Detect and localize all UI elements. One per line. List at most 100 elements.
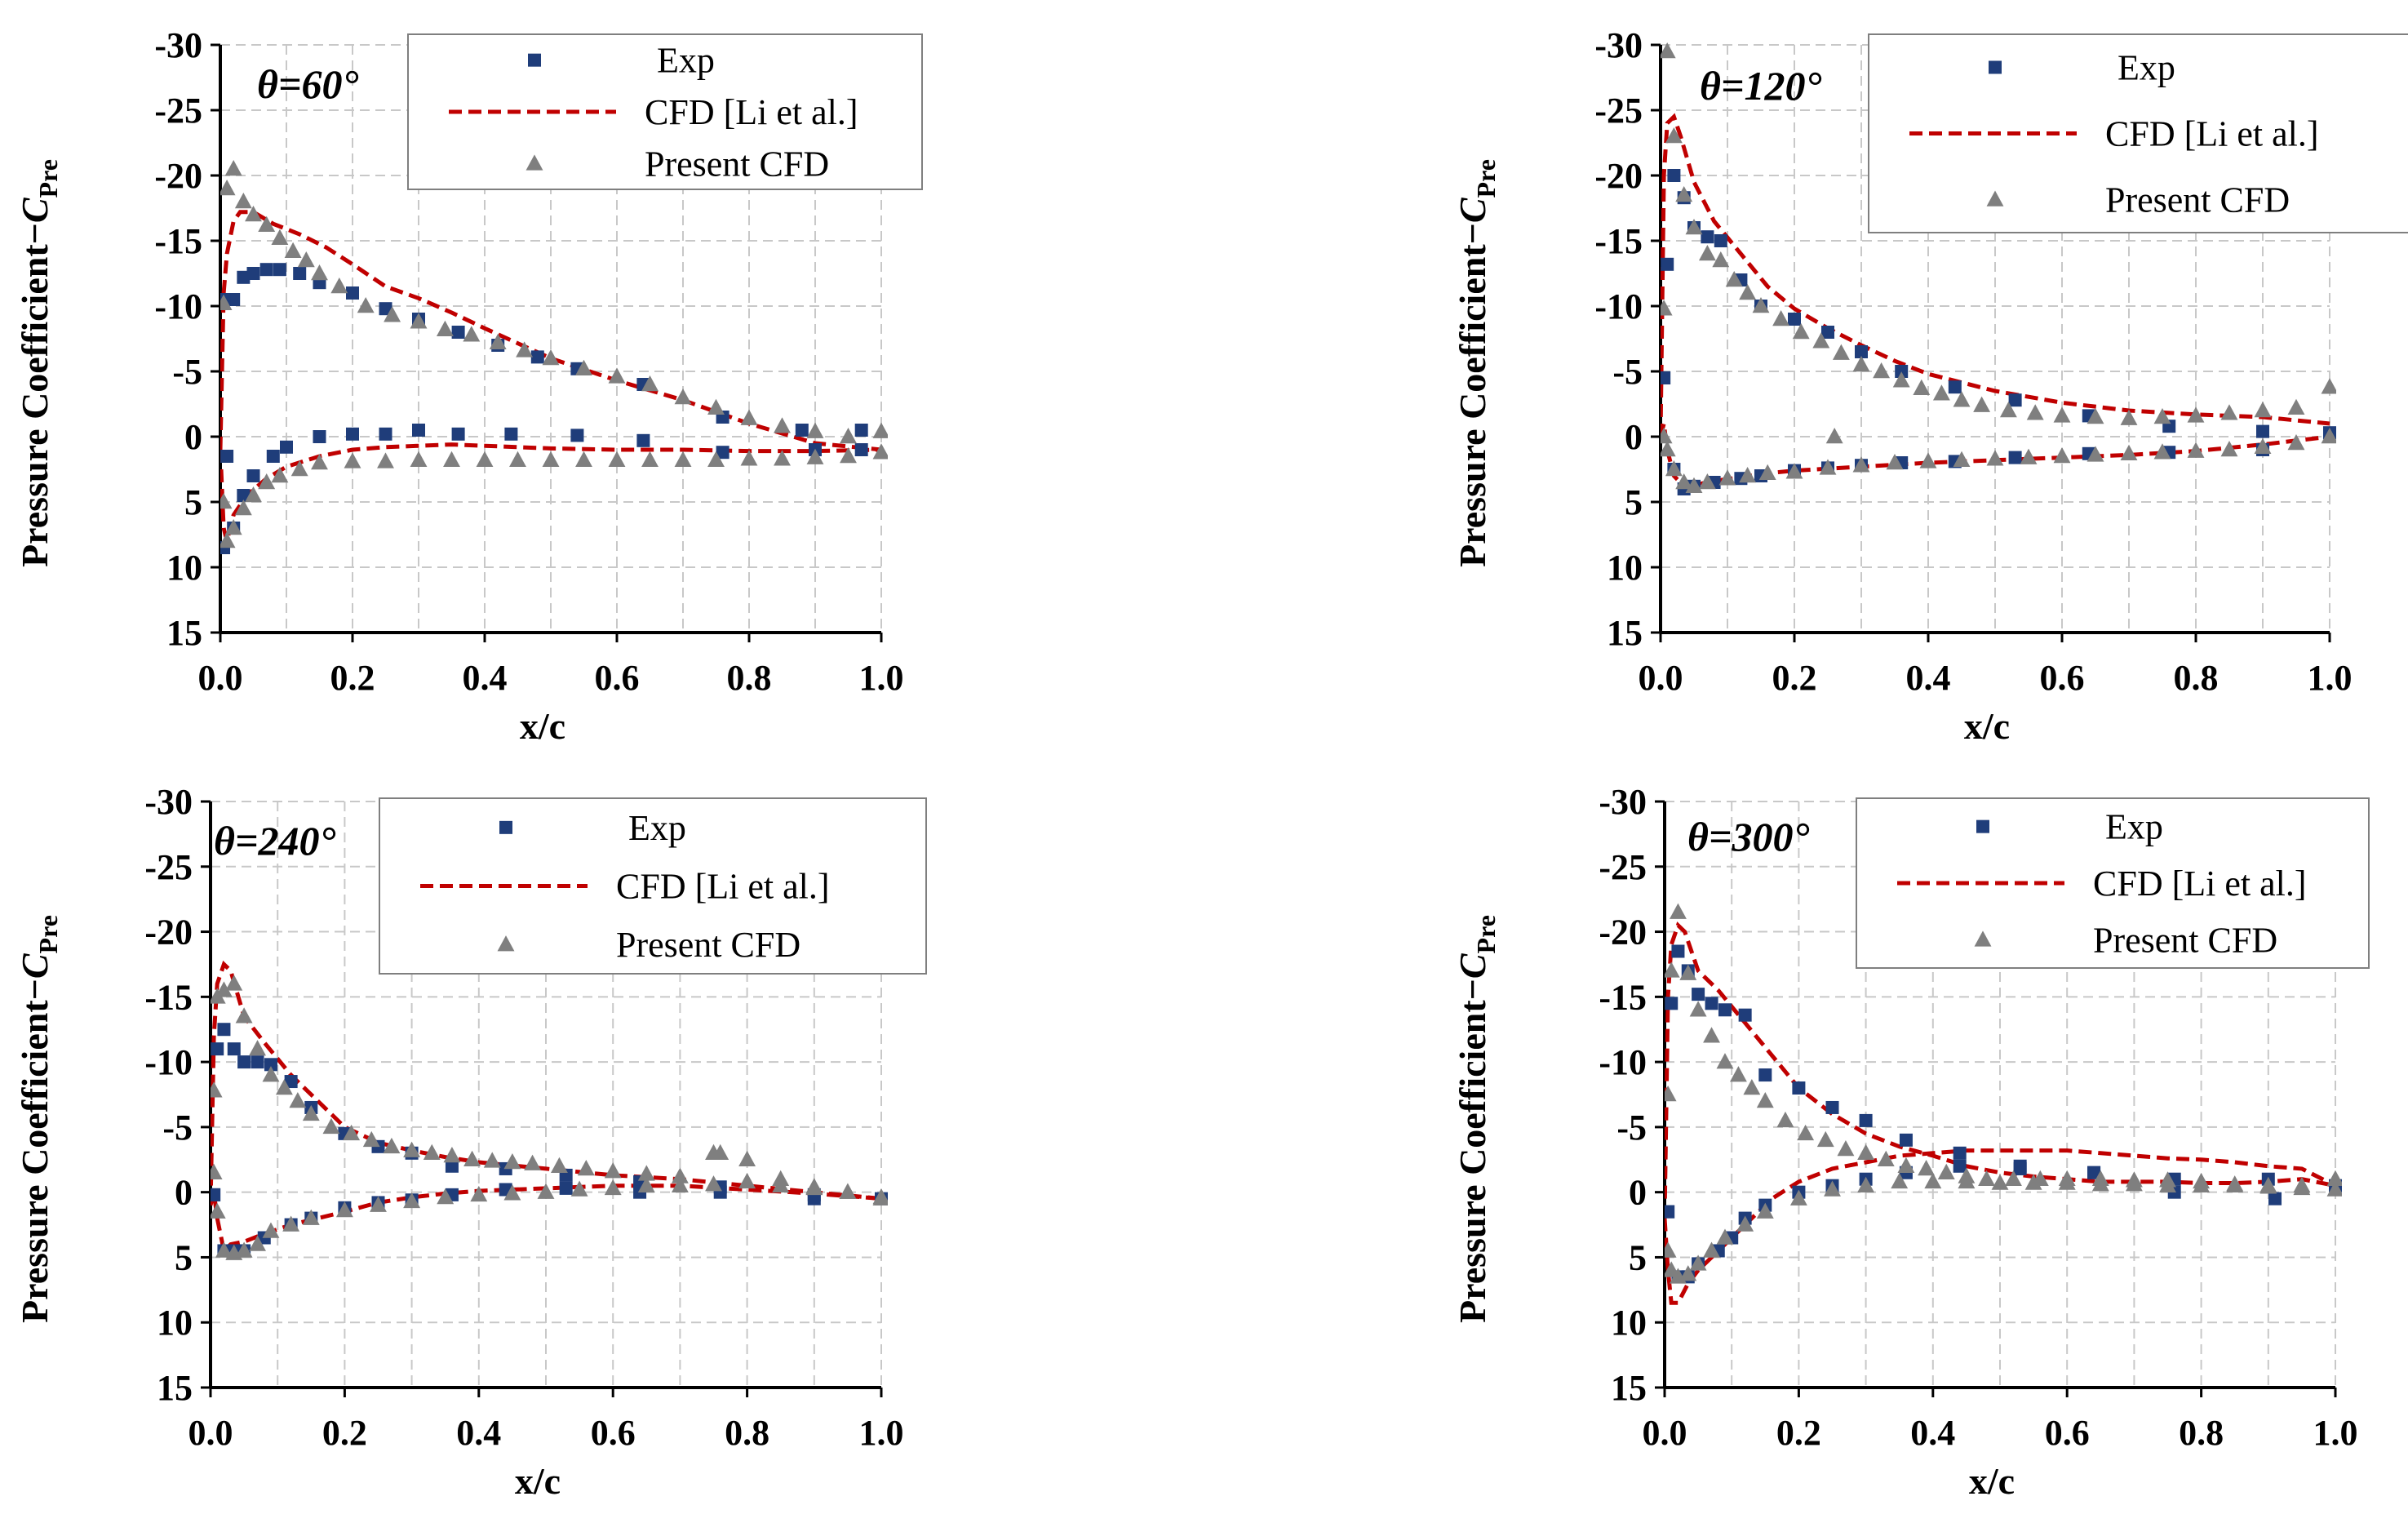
present-cfd-point [1703, 1027, 1720, 1043]
x-axis-label: x/c [1969, 1460, 2015, 1502]
present-cfd-point [384, 306, 401, 322]
present-cfd-point [1739, 467, 1757, 483]
y-tick-label: 5 [1625, 482, 1643, 522]
exp-point [1718, 1003, 1732, 1017]
present-cfd-point [1897, 1157, 1915, 1174]
y-tick-label: -15 [144, 977, 193, 1017]
present-cfd-point [1785, 463, 1803, 479]
legend-label: Exp [2105, 807, 2163, 847]
legend-label: CFD [Li et al.] [2105, 114, 2319, 154]
present-cfd-point [1953, 391, 1971, 407]
present-cfd-point [2287, 398, 2305, 415]
exp-point [1665, 997, 1679, 1010]
y-axis-label-subscript: Pre [33, 159, 63, 198]
present-cfd-point [2026, 404, 2044, 420]
present-cfd-point [1665, 127, 1683, 144]
present-cfd-point [738, 1172, 756, 1189]
x-tick-label: 0.2 [322, 1413, 367, 1453]
panel-theta-300: -30 -25 -20 -15 -10 -5 0 5 10 15 0.0 0.2 0.4 0.6 0.8 1.… [1452, 782, 2370, 1502]
present-cfd-point [608, 451, 626, 468]
present-cfd-point [805, 1179, 823, 1196]
present-cfd-point [806, 448, 824, 464]
present-cfd-point [740, 409, 758, 425]
present-cfd-point [2321, 378, 2336, 394]
y-tick-label: -5 [162, 1108, 193, 1148]
present-cfd-point [840, 428, 857, 444]
exp-point [266, 450, 280, 463]
present-cfd-point [1712, 251, 1730, 268]
present-cfd-point [463, 326, 481, 342]
exp-point [1855, 345, 1868, 358]
x-tick-label: 0.0 [1639, 658, 1683, 698]
present-cfd-point [483, 1152, 501, 1168]
y-axis-label-text: Pressure Coefficient− [1452, 979, 1493, 1323]
y-tick-label: -20 [154, 156, 202, 196]
present-cfd-point [1978, 1170, 1996, 1186]
exp-point [211, 1188, 221, 1201]
exp-point [246, 469, 260, 482]
y-axis-label-symbol: C [1452, 197, 1493, 223]
present-cfd-point [215, 1241, 233, 1258]
present-cfd-point [1679, 964, 1697, 980]
exp-point [530, 350, 544, 364]
y-tick-label: -10 [1599, 1042, 1647, 1082]
panel-theta-120: -30 -25 -20 -15 -10 -5 0 5 10 15 0.0 0.2 0.4 0.6 0.8 1.… [1452, 25, 2408, 747]
theta-annotation: θ=60° [257, 61, 358, 107]
y-tick-label: -20 [144, 913, 193, 953]
x-axis-label: x/c [1964, 705, 2010, 747]
exp-point [451, 326, 465, 339]
present-cfd-point [707, 398, 725, 415]
present-cfd-point [245, 486, 262, 503]
x-tick-label: 0.2 [1772, 658, 1817, 698]
exp-point [284, 1075, 298, 1089]
present-cfd-point [476, 451, 494, 468]
present-cfd-point [1739, 284, 1757, 300]
present-cfd-point [1752, 297, 1770, 313]
present-cfd-point [215, 981, 233, 997]
x-tick-label: 0.6 [595, 658, 640, 698]
y-tick-label: -25 [154, 91, 202, 131]
present-cfd-point [1819, 459, 1837, 475]
plot-area [220, 160, 888, 554]
exp-point [2256, 424, 2269, 438]
present-cfd-point [423, 1143, 441, 1161]
y-axis-label: Pressure Coefficient−CPre [14, 159, 63, 567]
legend: Exp CFD [Li et al.] Present CFD [407, 33, 923, 190]
y-tick-label: 10 [157, 1303, 193, 1343]
present-cfd-point [2058, 1174, 2076, 1190]
present-cfd-point [282, 1215, 300, 1232]
present-cfd-point [1797, 1124, 1815, 1141]
y-axis-label-symbol: C [1452, 953, 1493, 979]
exp-point [379, 302, 392, 316]
exp-point [259, 263, 273, 277]
present-cfd-point [570, 1180, 588, 1197]
exp-point [1738, 1008, 1752, 1022]
present-cfd-point [774, 417, 791, 433]
exp-point [1758, 1068, 1772, 1082]
y-tick-label: -10 [1594, 286, 1643, 326]
present-cfd-point [2086, 408, 2104, 424]
theta-annotation: θ=240° [214, 818, 335, 864]
present-cfd-point [1919, 452, 1937, 468]
exp-point [795, 424, 809, 437]
present-cfd-point [403, 1192, 421, 1209]
present-cfd-point [509, 451, 526, 468]
exp-point [412, 424, 425, 437]
y-tick-label: 15 [1611, 1368, 1647, 1408]
present-cfd-point [220, 532, 236, 548]
exp-point [854, 424, 868, 437]
present-cfd-point [707, 451, 725, 468]
present-cfd-point [1665, 961, 1680, 978]
exp-point [1667, 169, 1681, 182]
cfd-li-upper-line [211, 960, 882, 1206]
present-cfd-point [712, 1143, 729, 1161]
legend: Exp CFD [Li et al.] Present CFD [1868, 33, 2408, 233]
x-tick-label: 1.0 [2308, 658, 2353, 698]
cfd-li-upper-line [220, 210, 882, 452]
present-cfd-point [641, 451, 659, 468]
present-cfd-point [330, 278, 348, 294]
cfd-li-lower-line [211, 1183, 882, 1255]
present-cfd-point [2326, 1170, 2342, 1186]
y-tick-label: -5 [172, 352, 202, 392]
present-cfd-point [2159, 1176, 2176, 1192]
